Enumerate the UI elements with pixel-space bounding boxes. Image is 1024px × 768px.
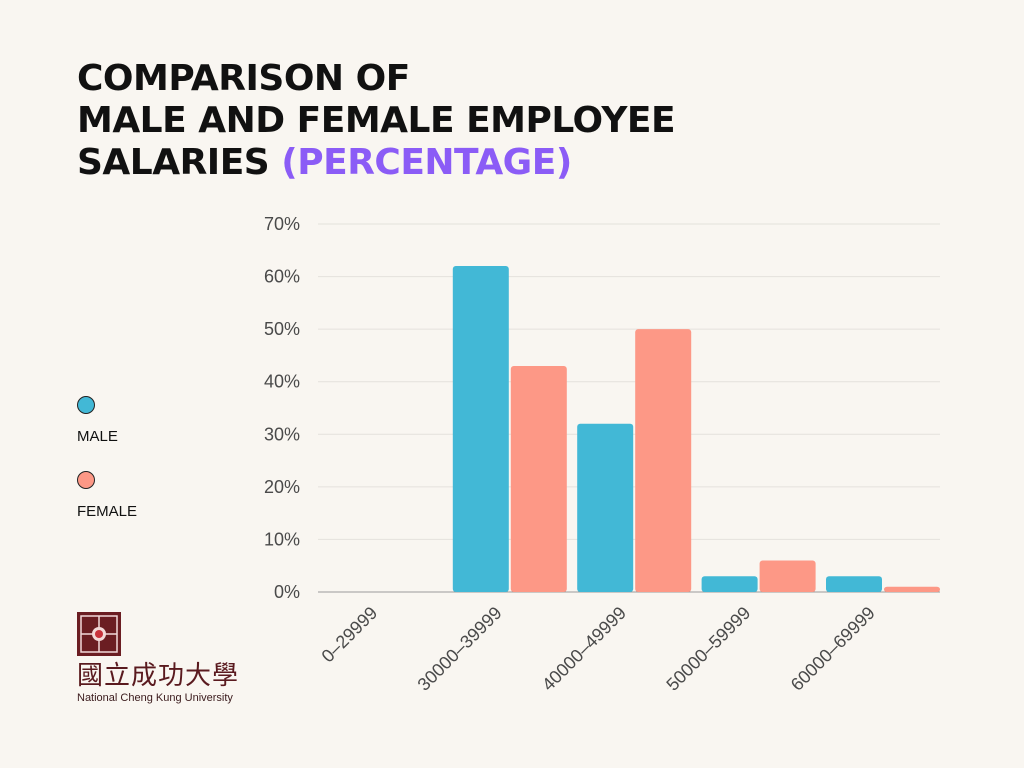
legend-item-female: FEMALE: [77, 471, 137, 520]
bar-male: [452, 266, 509, 592]
bar-male: [826, 576, 882, 592]
title-accent: (PERCENTAGE): [281, 142, 572, 183]
chart-title: COMPARISON OF MALE AND FEMALE EMPLOYEE S…: [77, 58, 676, 184]
university-logo: 國立成功大學 National Cheng Kung University: [77, 612, 239, 704]
university-name-cjk: 國立成功大學: [77, 661, 240, 691]
title-line-2: MALE AND FEMALE EMPLOYEE: [77, 100, 676, 141]
title-line-3: SALARIES: [77, 142, 282, 183]
legend-label-female: FEMALE: [77, 503, 138, 520]
x-tick-label: 50000–59999: [662, 603, 754, 695]
y-tick-label: 0%: [274, 582, 300, 602]
university-name-english: National Cheng Kung University: [77, 692, 233, 704]
title-line-1: COMPARISON OF: [77, 58, 410, 99]
legend-swatch-male: [77, 396, 95, 414]
x-tick-label: 60000–69999: [787, 603, 879, 695]
bar-male: [577, 423, 634, 592]
x-tick-label: 30000–39999: [414, 603, 506, 695]
y-tick-label: 40%: [264, 372, 300, 392]
y-tick-label: 30%: [264, 424, 300, 444]
y-tick-label: 10%: [264, 529, 300, 549]
legend-label-male: MALE: [77, 428, 118, 445]
legend-swatch-female: [77, 471, 95, 489]
y-tick-label: 50%: [264, 319, 300, 339]
legend-item-male: MALE: [77, 396, 137, 445]
x-tick-label: 40000–49999: [538, 603, 630, 695]
university-emblem-icon: [77, 612, 121, 656]
legend: MALE FEMALE: [77, 396, 137, 546]
bar-female: [635, 329, 692, 592]
bar-female: [510, 365, 567, 592]
x-tick-label: 0–29999: [318, 603, 382, 667]
y-tick-label: 20%: [264, 477, 300, 497]
bar-female: [759, 560, 816, 592]
bar-female: [884, 586, 940, 592]
y-tick-label: 60%: [264, 267, 300, 287]
bar-male: [701, 576, 758, 592]
y-tick-label: 70%: [264, 214, 300, 234]
